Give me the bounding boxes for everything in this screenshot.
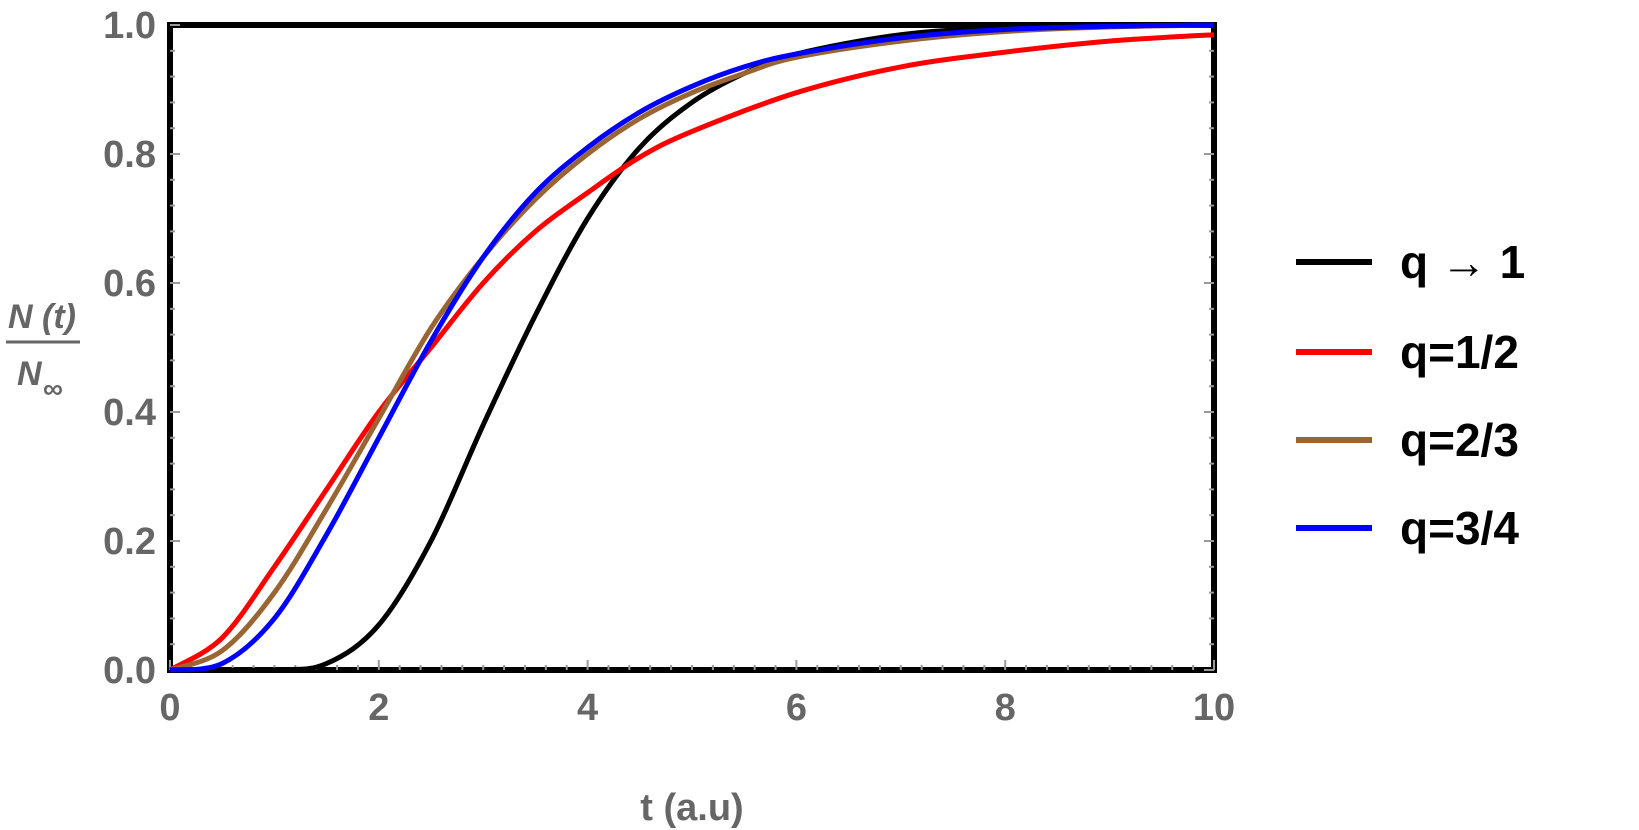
x-tick-label: 10 xyxy=(1193,687,1235,729)
plot-area xyxy=(167,22,1217,673)
legend-label-4: q=3/4 xyxy=(1400,502,1519,554)
x-tick-labels: 0 2 4 6 8 10 xyxy=(159,687,1235,729)
series-group xyxy=(168,22,1215,673)
y-tick-label: 0.0 xyxy=(103,650,156,692)
y-axis-title-denominator-subscript: ∞ xyxy=(43,373,63,404)
y-axis-title: N (t) N ∞ xyxy=(6,298,80,404)
x-axis-title: t (a.u) xyxy=(640,787,743,829)
series-line-3 xyxy=(169,22,1215,673)
y-tick-label: 0.2 xyxy=(103,521,156,563)
y-tick-label: 1.0 xyxy=(103,5,156,47)
legend: q → 1 q=1/2 q=2/3 q=3/4 xyxy=(1296,236,1525,554)
legend-label-1: q → 1 xyxy=(1400,236,1525,288)
y-tick-label: 0.8 xyxy=(103,134,156,176)
series-line-1 xyxy=(169,22,1215,673)
legend-label-3: q=2/3 xyxy=(1400,414,1519,466)
x-tick-label: 0 xyxy=(159,687,180,729)
series-line-2 xyxy=(168,32,1215,673)
y-tick-label: 0.4 xyxy=(103,392,156,434)
x-tick-label: 2 xyxy=(368,687,389,729)
x-tick-label: 6 xyxy=(786,687,807,729)
minor-ticks xyxy=(169,24,1215,671)
y-axis-title-numerator: N (t) xyxy=(8,298,76,336)
legend-label-2: q=1/2 xyxy=(1400,326,1519,378)
y-axis-title-denominator: N xyxy=(17,355,43,393)
y-tick-labels: 0.0 0.2 0.4 0.6 0.8 1.0 xyxy=(103,5,156,692)
x-tick-label: 8 xyxy=(995,687,1016,729)
series-line-4 xyxy=(169,22,1215,673)
x-tick-label: 4 xyxy=(577,687,598,729)
y-tick-label: 0.6 xyxy=(103,263,156,305)
plot-frame xyxy=(167,22,1217,673)
